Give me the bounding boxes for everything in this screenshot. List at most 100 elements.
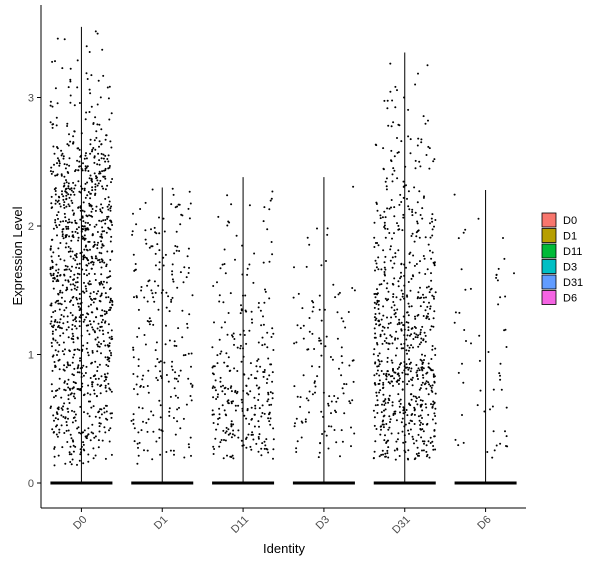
data-point <box>179 223 182 226</box>
data-point <box>248 329 251 332</box>
data-point <box>272 349 275 351</box>
data-point <box>96 343 99 346</box>
data-point <box>71 439 74 442</box>
data-point <box>133 388 135 390</box>
data-point <box>381 423 384 426</box>
data-point <box>491 456 494 459</box>
data-point <box>240 360 243 363</box>
data-point <box>377 365 380 368</box>
data-point <box>311 365 313 368</box>
data-point <box>408 305 411 308</box>
data-point <box>396 89 398 92</box>
data-point <box>419 305 422 308</box>
data-point <box>86 194 89 197</box>
data-point <box>63 364 66 367</box>
data-point <box>104 160 107 163</box>
data-point <box>68 205 71 208</box>
data-point <box>65 286 68 289</box>
data-point <box>99 179 102 182</box>
data-point <box>82 441 85 444</box>
data-point <box>70 239 73 242</box>
data-point <box>92 291 95 293</box>
data-point <box>174 394 177 397</box>
data-point <box>433 310 436 313</box>
data-point <box>231 335 234 338</box>
data-point <box>52 145 55 148</box>
data-point <box>308 390 311 393</box>
data-point <box>71 328 74 331</box>
data-point <box>87 222 89 224</box>
data-point <box>74 230 77 233</box>
data-point <box>73 212 75 215</box>
data-point <box>100 280 103 283</box>
data-point <box>217 215 220 218</box>
data-point <box>427 119 429 122</box>
data-point <box>396 337 399 340</box>
data-point <box>96 123 99 126</box>
data-point <box>320 342 323 345</box>
data-point <box>63 206 66 209</box>
data-point <box>397 383 400 385</box>
data-point <box>408 334 411 337</box>
data-point <box>75 288 78 291</box>
data-point <box>70 187 73 190</box>
data-point <box>431 384 434 387</box>
data-point <box>242 329 245 332</box>
data-point <box>158 399 161 402</box>
data-point <box>111 224 114 226</box>
data-point <box>66 171 69 173</box>
data-point <box>244 309 247 312</box>
zero-points-d31 <box>373 481 436 485</box>
data-point <box>497 267 500 270</box>
data-point <box>177 203 180 206</box>
data-point <box>384 180 387 183</box>
data-point <box>144 343 147 346</box>
legend-item-d3: D3 <box>541 259 577 274</box>
data-point <box>144 229 147 232</box>
data-point <box>146 320 149 322</box>
data-point <box>432 325 435 328</box>
data-point <box>58 368 61 371</box>
data-point <box>58 224 61 226</box>
data-point <box>313 381 316 384</box>
data-point <box>211 413 214 416</box>
data-point <box>394 106 397 109</box>
data-point <box>63 381 66 384</box>
data-point <box>76 348 79 351</box>
data-point <box>216 354 219 357</box>
data-point <box>268 208 271 211</box>
data-point <box>67 182 70 185</box>
data-point <box>417 452 420 455</box>
data-point <box>172 193 175 196</box>
data-point <box>50 304 53 307</box>
data-point <box>219 380 222 383</box>
data-point <box>242 444 245 447</box>
data-point <box>109 228 112 231</box>
data-point <box>132 212 134 215</box>
data-point <box>170 365 173 368</box>
data-point <box>375 201 378 204</box>
data-point <box>71 202 74 204</box>
data-point <box>261 344 264 347</box>
data-point <box>173 340 176 343</box>
data-point <box>73 367 76 370</box>
data-point <box>66 407 69 410</box>
data-point <box>86 412 89 415</box>
data-point <box>61 408 64 411</box>
data-point <box>102 153 105 156</box>
data-point <box>70 337 73 340</box>
data-point <box>505 346 508 348</box>
data-point <box>327 404 330 407</box>
data-point <box>49 268 52 271</box>
data-point <box>402 409 405 412</box>
data-point <box>60 414 63 417</box>
legend-label: D1 <box>563 231 577 243</box>
data-point <box>105 390 108 393</box>
data-point <box>249 390 252 393</box>
data-point <box>67 280 70 283</box>
data-point <box>108 85 111 88</box>
data-point <box>242 294 244 297</box>
data-point <box>384 227 387 230</box>
data-point <box>432 400 435 403</box>
data-point <box>378 382 381 385</box>
